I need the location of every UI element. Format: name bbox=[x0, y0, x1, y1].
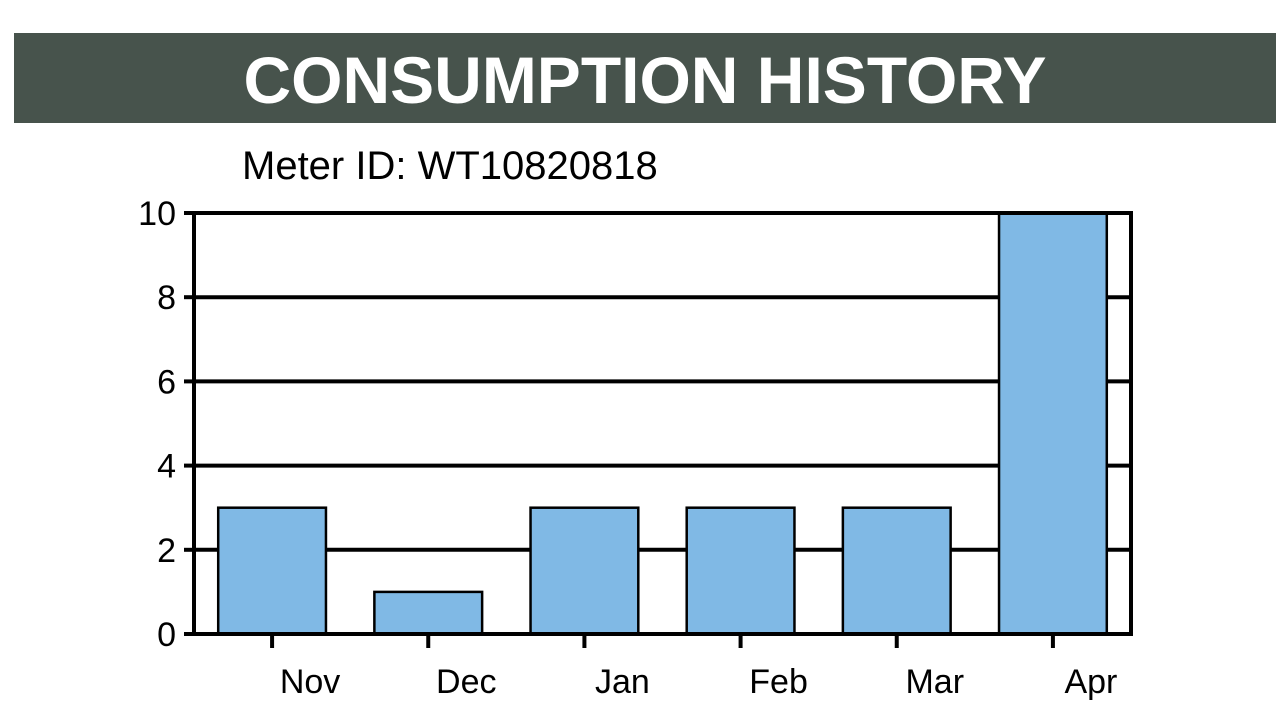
gridlines bbox=[194, 295, 1131, 552]
y-tick-label: 10 bbox=[138, 195, 176, 233]
x-tick-label: Dec bbox=[436, 663, 496, 701]
bars bbox=[216, 211, 1109, 636]
plot-frame bbox=[192, 211, 1133, 636]
bar-nov bbox=[216, 506, 328, 636]
bar-jan bbox=[529, 506, 640, 636]
meter-id-label: Meter ID: WT10820818 bbox=[242, 144, 658, 188]
bar-mar bbox=[841, 506, 952, 636]
bar-dec bbox=[373, 590, 484, 636]
bar-feb bbox=[685, 506, 796, 636]
y-tick-label: 2 bbox=[157, 532, 176, 570]
y-tick-label: 4 bbox=[157, 448, 176, 486]
title-bar: CONSUMPTION HISTORY bbox=[14, 33, 1276, 123]
x-tick-label: Nov bbox=[280, 663, 340, 701]
y-tick-label: 8 bbox=[157, 279, 176, 317]
x-tick-label: Mar bbox=[905, 663, 964, 701]
tick-labels: 0 2 4 6 8 10 Nov Dec Jan Feb Mar Apr bbox=[138, 195, 1117, 701]
y-tick-label: 0 bbox=[157, 616, 176, 654]
axes bbox=[184, 211, 1133, 648]
x-tick-label: Jan bbox=[595, 663, 650, 701]
bar-apr bbox=[997, 211, 1109, 636]
x-tick-label: Apr bbox=[1064, 663, 1117, 701]
y-tick-label: 6 bbox=[157, 363, 176, 401]
x-tick-label: Feb bbox=[749, 663, 808, 701]
chart-title: CONSUMPTION HISTORY bbox=[243, 43, 1047, 117]
